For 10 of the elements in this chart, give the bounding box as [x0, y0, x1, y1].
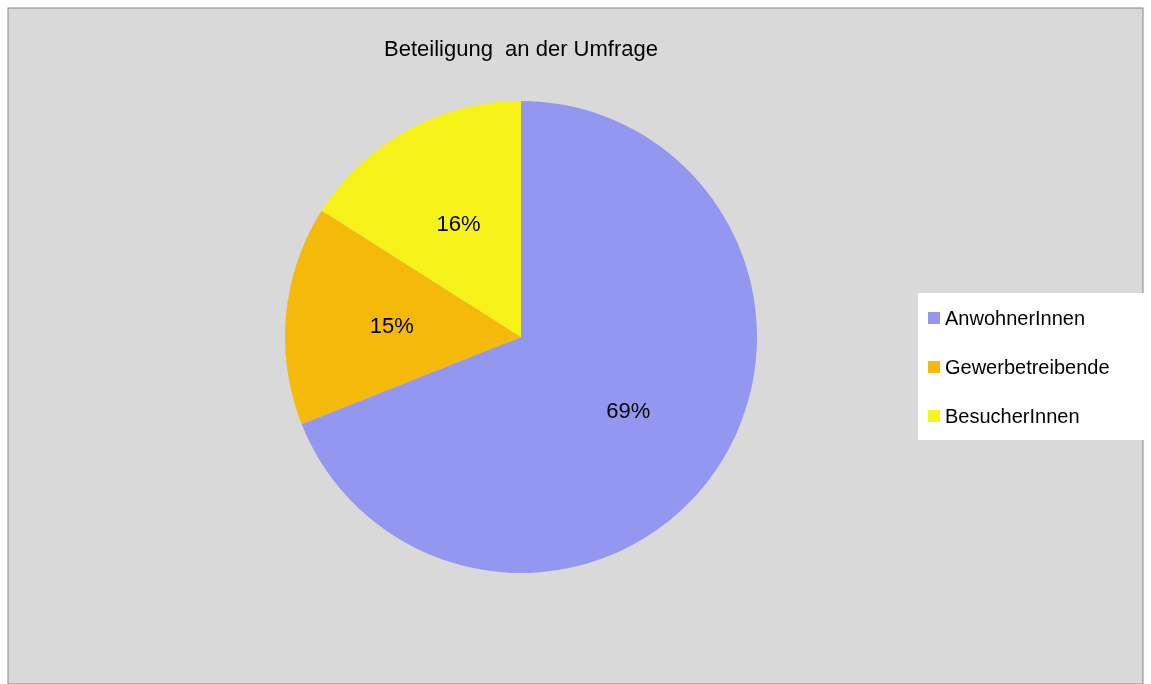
pie-slice — [301, 101, 757, 573]
legend-label: AnwohnerInnen — [945, 307, 1086, 329]
legend-label: Gewerbetreibende — [945, 356, 1110, 378]
chart-title: Beteiligung an der Umfrage — [384, 36, 658, 61]
data-label: 15% — [369, 312, 414, 338]
pie-slice — [285, 210, 521, 424]
legend-label: BesucherInnen — [945, 405, 1080, 427]
pie-slice — [321, 101, 521, 337]
data-label: 69% — [606, 397, 651, 423]
data-label: 16% — [436, 210, 481, 236]
